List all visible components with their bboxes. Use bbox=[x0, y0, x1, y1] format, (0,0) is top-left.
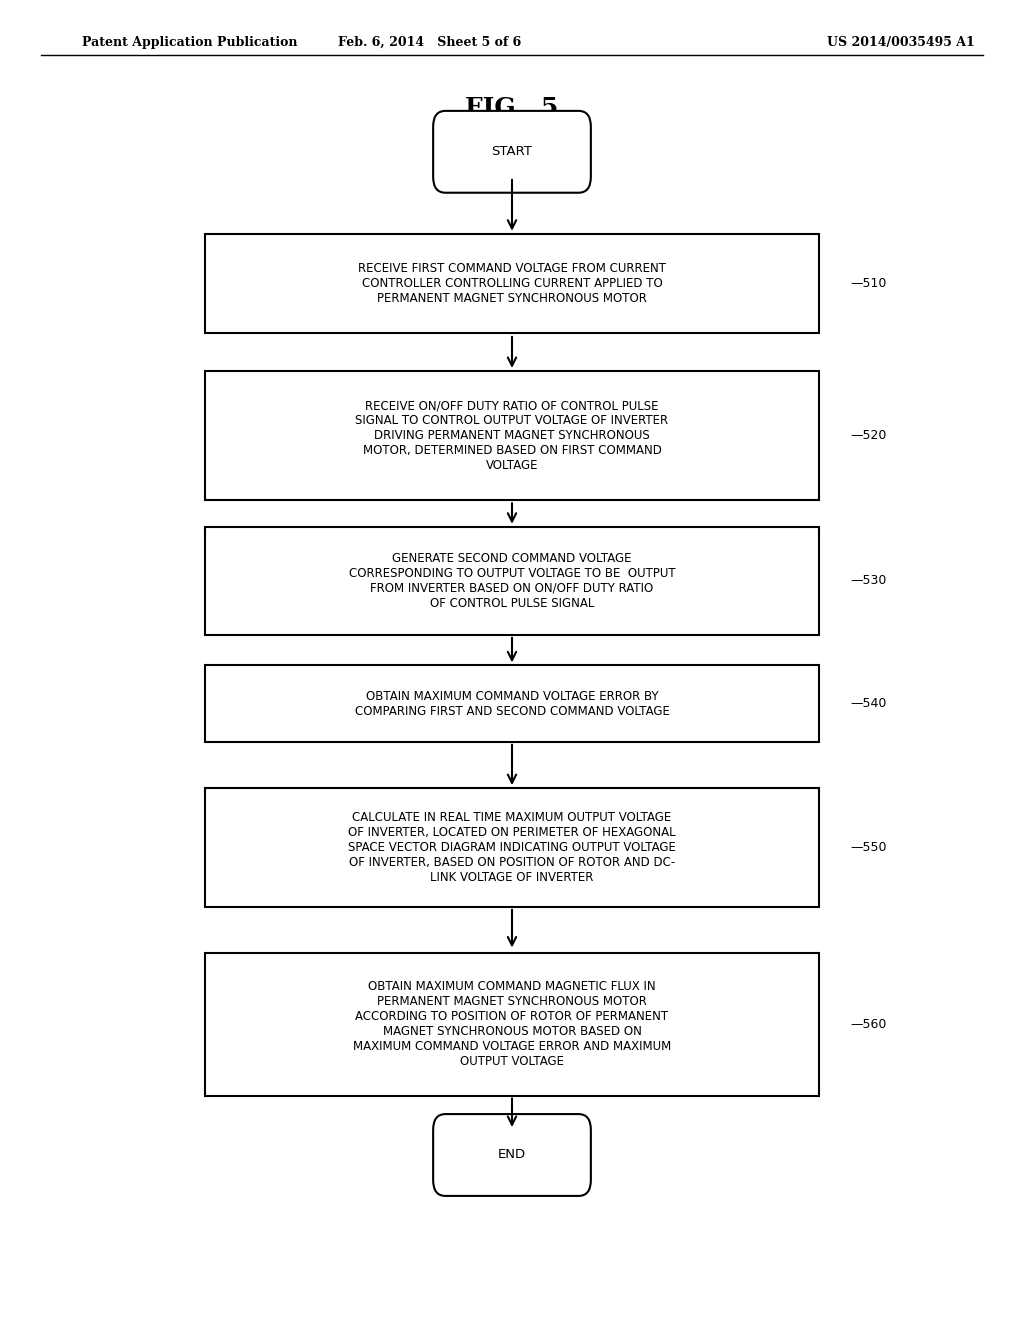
Text: —560: —560 bbox=[850, 1018, 887, 1031]
Text: —540: —540 bbox=[850, 697, 887, 710]
Text: OBTAIN MAXIMUM COMMAND VOLTAGE ERROR BY
COMPARING FIRST AND SECOND COMMAND VOLTA: OBTAIN MAXIMUM COMMAND VOLTAGE ERROR BY … bbox=[354, 689, 670, 718]
FancyBboxPatch shape bbox=[205, 788, 819, 907]
Text: START: START bbox=[492, 145, 532, 158]
Text: END: END bbox=[498, 1148, 526, 1162]
FancyBboxPatch shape bbox=[205, 953, 819, 1096]
FancyBboxPatch shape bbox=[433, 111, 591, 193]
Text: —520: —520 bbox=[850, 429, 887, 442]
FancyBboxPatch shape bbox=[205, 665, 819, 742]
FancyBboxPatch shape bbox=[433, 1114, 591, 1196]
FancyBboxPatch shape bbox=[205, 527, 819, 635]
Text: RECEIVE FIRST COMMAND VOLTAGE FROM CURRENT
CONTROLLER CONTROLLING CURRENT APPLIE: RECEIVE FIRST COMMAND VOLTAGE FROM CURRE… bbox=[358, 263, 666, 305]
Text: FIG.  5: FIG. 5 bbox=[465, 96, 559, 120]
FancyBboxPatch shape bbox=[205, 371, 819, 500]
Text: RECEIVE ON/OFF DUTY RATIO OF CONTROL PULSE
SIGNAL TO CONTROL OUTPUT VOLTAGE OF I: RECEIVE ON/OFF DUTY RATIO OF CONTROL PUL… bbox=[355, 399, 669, 473]
Text: US 2014/0035495 A1: US 2014/0035495 A1 bbox=[827, 36, 975, 49]
Text: —510: —510 bbox=[850, 277, 887, 290]
Text: —530: —530 bbox=[850, 574, 887, 587]
Text: GENERATE SECOND COMMAND VOLTAGE
CORRESPONDING TO OUTPUT VOLTAGE TO BE  OUTPUT
FR: GENERATE SECOND COMMAND VOLTAGE CORRESPO… bbox=[349, 552, 675, 610]
FancyBboxPatch shape bbox=[205, 235, 819, 333]
Text: Patent Application Publication: Patent Application Publication bbox=[82, 36, 297, 49]
Text: OBTAIN MAXIMUM COMMAND MAGNETIC FLUX IN
PERMANENT MAGNET SYNCHRONOUS MOTOR
ACCOR: OBTAIN MAXIMUM COMMAND MAGNETIC FLUX IN … bbox=[353, 981, 671, 1068]
Text: CALCULATE IN REAL TIME MAXIMUM OUTPUT VOLTAGE
OF INVERTER, LOCATED ON PERIMETER : CALCULATE IN REAL TIME MAXIMUM OUTPUT VO… bbox=[348, 810, 676, 884]
Text: Feb. 6, 2014   Sheet 5 of 6: Feb. 6, 2014 Sheet 5 of 6 bbox=[339, 36, 521, 49]
Text: —550: —550 bbox=[850, 841, 887, 854]
